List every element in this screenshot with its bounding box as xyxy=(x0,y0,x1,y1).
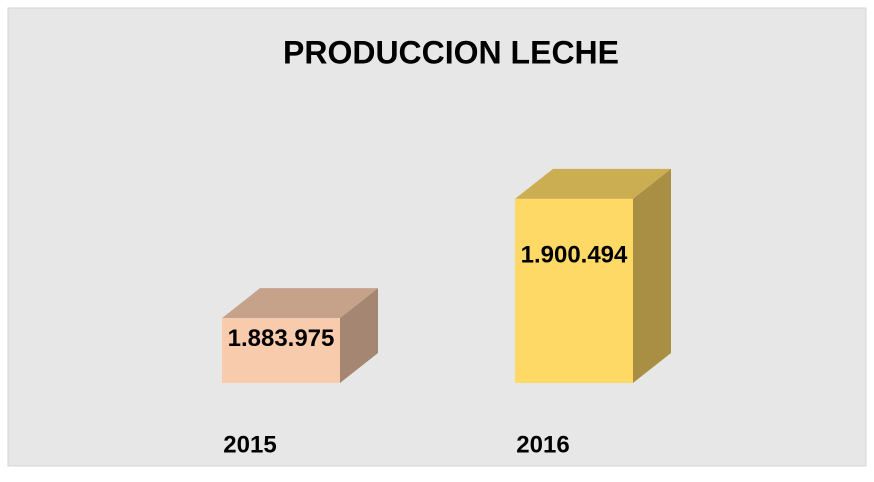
x-tick-label: 2015 xyxy=(223,431,276,458)
bar xyxy=(515,198,633,383)
data-label: 1.900.494 xyxy=(521,241,628,268)
chart-area xyxy=(7,7,867,467)
bar-top xyxy=(222,288,378,319)
x-tick-label: 2016 xyxy=(516,431,569,458)
bar-side xyxy=(633,168,671,383)
chart-title: PRODUCCION LECHE xyxy=(283,34,619,70)
bar xyxy=(222,318,340,383)
data-label: 1.883.975 xyxy=(228,325,335,352)
bar-side xyxy=(340,288,378,383)
bar-top xyxy=(515,168,671,199)
